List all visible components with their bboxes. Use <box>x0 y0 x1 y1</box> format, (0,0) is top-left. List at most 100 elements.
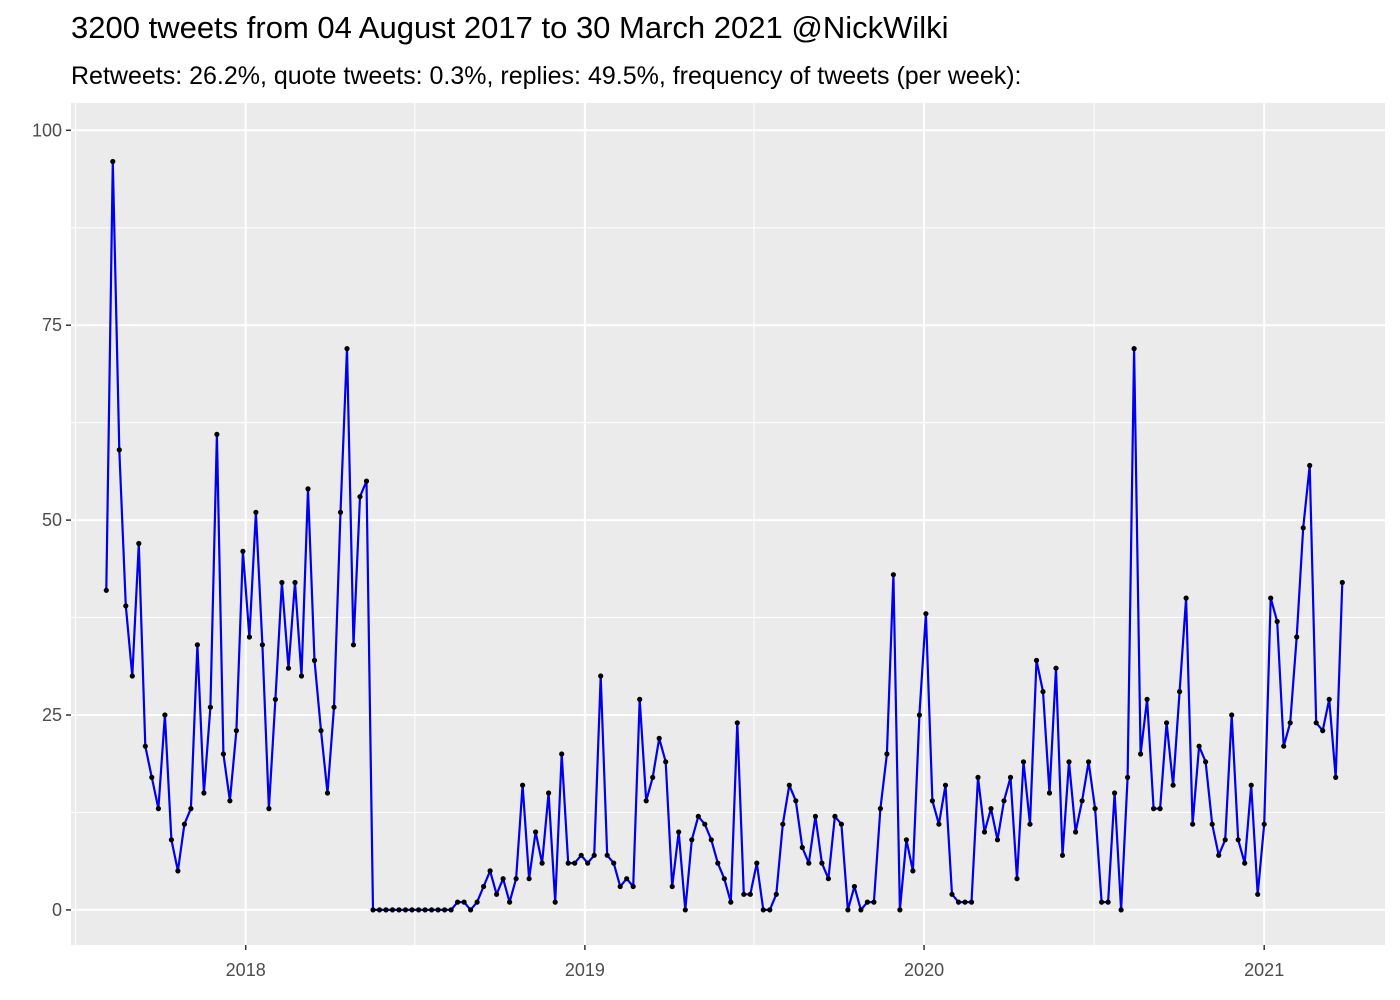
data-point <box>1053 665 1059 671</box>
data-point <box>897 907 903 913</box>
data-point <box>181 821 187 827</box>
data-point <box>103 587 109 593</box>
data-point <box>1235 837 1241 843</box>
data-point <box>1203 759 1209 765</box>
data-point <box>363 478 370 484</box>
y-tick-label: 25 <box>42 705 62 725</box>
y-tick-label: 75 <box>42 315 62 335</box>
data-point <box>630 883 636 890</box>
data-point <box>793 798 799 804</box>
data-point <box>533 829 539 835</box>
data-point <box>214 431 220 437</box>
data-point <box>468 907 474 913</box>
data-point <box>702 821 708 827</box>
data-point <box>455 899 461 905</box>
data-point <box>416 907 422 913</box>
data-point <box>968 899 975 905</box>
data-point <box>227 798 233 804</box>
data-point <box>604 852 610 858</box>
data-point <box>175 868 181 874</box>
data-point <box>1001 798 1007 804</box>
data-point <box>422 907 428 913</box>
data-point <box>728 899 734 905</box>
data-point <box>1151 806 1157 812</box>
data-point <box>1177 689 1183 695</box>
y-tick-label: 0 <box>52 900 62 920</box>
data-point <box>1216 852 1222 858</box>
data-point <box>916 712 923 718</box>
data-point <box>461 899 467 905</box>
data-point <box>832 813 838 820</box>
data-point <box>266 806 272 812</box>
data-point <box>253 509 259 515</box>
data-point <box>324 790 331 796</box>
data-point <box>819 860 825 866</box>
data-point <box>350 642 357 648</box>
data-point <box>845 907 851 913</box>
data-point <box>754 860 760 866</box>
data-point <box>611 860 617 866</box>
data-point <box>194 642 200 648</box>
data-point <box>695 813 701 820</box>
data-point <box>715 860 721 866</box>
data-point <box>643 798 649 804</box>
data-point <box>663 759 669 765</box>
data-point <box>1274 618 1280 625</box>
data-point <box>903 837 910 843</box>
data-point <box>741 891 747 897</box>
x-axis: 2018 2019 2020 2021 <box>226 945 1284 980</box>
data-point <box>825 876 832 882</box>
data-point <box>240 548 246 554</box>
data-point <box>975 774 981 781</box>
data-point <box>1105 899 1111 905</box>
data-point <box>858 907 864 913</box>
data-point <box>1131 346 1137 352</box>
data-point <box>1112 790 1118 796</box>
data-point <box>285 665 292 671</box>
data-point <box>539 860 545 866</box>
data-point <box>279 579 285 586</box>
data-point <box>396 907 402 913</box>
data-point <box>129 673 135 679</box>
data-point <box>767 907 773 913</box>
data-point <box>1040 689 1046 695</box>
data-point <box>116 447 122 453</box>
data-point <box>1255 891 1261 897</box>
data-point <box>617 883 623 890</box>
data-point <box>1307 462 1313 469</box>
x-tick-label: 2018 <box>226 960 266 980</box>
data-point <box>838 821 845 827</box>
data-points <box>103 158 1345 913</box>
data-point <box>1138 751 1144 757</box>
data-point <box>344 346 350 352</box>
data-point <box>598 673 604 679</box>
data-point <box>682 907 688 913</box>
data-point <box>1248 782 1254 788</box>
data-point <box>786 782 792 788</box>
data-point <box>1144 696 1150 703</box>
data-point <box>305 486 311 492</box>
data-point <box>988 806 994 812</box>
data-point <box>806 860 812 866</box>
data-point <box>520 782 526 788</box>
data-point <box>929 798 936 804</box>
data-point <box>1339 579 1345 586</box>
data-point <box>272 696 278 703</box>
data-point <box>1209 821 1215 827</box>
data-point <box>149 774 155 781</box>
data-point <box>1268 595 1274 601</box>
data-point <box>572 860 578 866</box>
data-point <box>981 829 988 835</box>
chart-subtitle: Retweets: 26.2%, quote tweets: 0.3%, rep… <box>71 62 1022 90</box>
x-tick-label: 2020 <box>904 960 944 980</box>
data-point <box>357 494 363 500</box>
data-point <box>1183 595 1189 601</box>
data-point <box>233 728 239 734</box>
data-point <box>1092 806 1098 812</box>
data-point <box>864 899 871 905</box>
data-point <box>1157 806 1163 812</box>
data-point <box>1014 876 1020 882</box>
data-point <box>136 540 142 547</box>
data-point <box>500 876 506 882</box>
